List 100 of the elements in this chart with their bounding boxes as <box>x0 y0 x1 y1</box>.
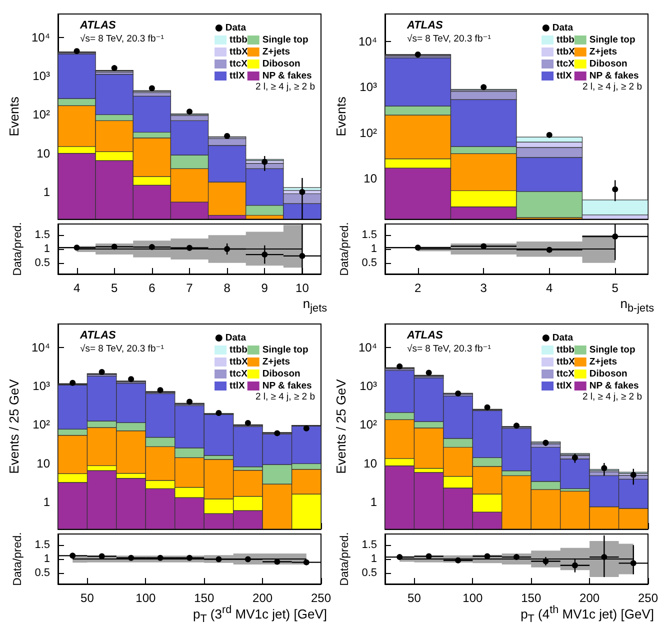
y-axis-title: Events / 25 GeV <box>334 378 349 474</box>
y-tick-label: 10² <box>32 108 50 122</box>
x-tick-label: 4 <box>73 281 80 295</box>
y-tick-label: 10⁴ <box>358 34 377 48</box>
x-tick-label: 250 <box>638 591 658 605</box>
y-tick-label: 0.5 <box>34 566 50 579</box>
legend-label: Diboson <box>262 368 301 380</box>
x-tick-label: 5 <box>612 281 619 295</box>
y-tick-label: 1 <box>43 494 50 509</box>
x-tick-label: 4 <box>546 281 554 295</box>
annotation: 2 l, ≥ 4 j, ≥ 2 b <box>582 392 642 402</box>
x-tick-label: 200 <box>580 591 600 605</box>
legend-label: Data <box>225 22 247 34</box>
x-tick-label: 10 <box>296 281 310 295</box>
y-tick-label: 1 <box>44 553 50 565</box>
legend-label: ttcX <box>230 368 248 380</box>
legend-label: ttlX <box>230 70 246 82</box>
y-axis-title: Data/pred. <box>12 532 24 586</box>
x-tick-label: 2 <box>414 281 422 295</box>
legend-label: ttbX <box>556 46 576 58</box>
x-tick-label: 3 <box>480 281 488 295</box>
y-tick-label: 0.5 <box>362 256 377 269</box>
legend-label: NP & fakes <box>589 380 639 392</box>
legend-label: Single top <box>589 34 636 46</box>
annotation: ATLAS <box>79 330 117 342</box>
legend-label: ttbX <box>556 356 576 368</box>
y-tick-label: 1.5 <box>34 539 50 552</box>
y-axis-title: Events / 25 GeV <box>6 378 22 474</box>
y-axis-title: Events <box>334 96 349 136</box>
legend-label: ttlX <box>556 380 572 392</box>
y-tick-label: 10⁴ <box>31 30 50 44</box>
y-tick-label: 1 <box>43 184 50 199</box>
legend-label: Data <box>225 332 247 344</box>
x-tick-label: 250 <box>310 591 332 605</box>
annotation: √s= 8 TeV, 20.3 fb⁻¹ <box>80 34 164 44</box>
x-tick-label: 150 <box>194 591 214 605</box>
legend-label: NP & fakes <box>262 70 312 82</box>
x-tick-label: 100 <box>462 591 483 605</box>
y-tick-label: 10² <box>360 418 378 432</box>
y-tick-label: 10 <box>36 456 50 470</box>
y-tick-label: 10 <box>36 146 50 160</box>
y-tick-label: 10 <box>364 456 378 470</box>
y-tick-label: 10³ <box>360 80 378 94</box>
legend-label: ttbX <box>230 356 249 368</box>
legend-label: ttlX <box>230 380 246 392</box>
annotation: 2 l, ≥ 4 j, ≥ 2 b <box>255 82 316 92</box>
y-tick-label: 10⁴ <box>31 340 50 354</box>
legend-label: ttcX <box>556 58 576 70</box>
y-axis-title: Events <box>6 96 22 136</box>
y-tick-label: 10³ <box>32 68 50 83</box>
annotation: √s= 8 TeV, 20.3 fb⁻¹ <box>407 344 491 354</box>
x-axis-title: p$_{T}$ (4$^{th}$ MV1c jet) [GeV] <box>520 604 654 625</box>
legend-label: Data <box>552 22 574 34</box>
y-tick-label: 10³ <box>32 378 50 393</box>
annotation: ATLAS <box>406 20 444 32</box>
x-tick-label: 100 <box>136 591 156 605</box>
x-tick-label: 5 <box>111 281 118 295</box>
y-tick-label: 1 <box>370 243 377 255</box>
x-tick-label: 7 <box>186 281 194 295</box>
y-tick-label: 1.5 <box>362 229 377 242</box>
legend-label: Single top <box>262 34 308 46</box>
legend-label: Diboson <box>589 58 628 70</box>
y-tick-label: 10² <box>32 418 50 432</box>
annotation: √s= 8 TeV, 20.3 fb⁻¹ <box>407 34 491 44</box>
x-tick-label: 8 <box>224 281 231 295</box>
y-tick-label: 1.5 <box>362 539 377 552</box>
legend-label: Single top <box>589 344 636 356</box>
y-tick-label: 10³ <box>360 378 378 393</box>
y-axis-title: Data/pred. <box>12 222 24 276</box>
legend-label: ttbb <box>556 344 575 356</box>
annotation: 2 l, ≥ 4 j, ≥ 2 b <box>582 82 642 92</box>
legend-label: ttbb <box>230 34 248 46</box>
x-tick-label: 50 <box>80 591 94 605</box>
legend-label: Z+jets <box>262 356 290 368</box>
x-tick-label: 50 <box>408 591 422 605</box>
y-tick-label: 1.5 <box>34 229 50 242</box>
legend-label: Z+jets <box>262 46 290 58</box>
legend-label: ttcX <box>556 368 576 380</box>
legend-label: Z+jets <box>589 46 618 58</box>
y-axis-title: Data/pred. <box>338 532 351 586</box>
legend-label: Z+jets <box>589 356 618 368</box>
legend-label: ttbX <box>230 46 249 58</box>
y-axis-title: Data/pred. <box>338 222 351 276</box>
legend-label: ttlX <box>556 70 572 82</box>
y-tick-label: 10⁴ <box>358 340 377 354</box>
y-tick-label: 1 <box>370 553 377 565</box>
x-tick-label: 9 <box>261 281 268 295</box>
x-axis-title: p$_{T}$ (3$^{rd}$ MV1c jet) [GeV] <box>192 604 327 625</box>
y-tick-label: 1 <box>44 243 50 255</box>
y-tick-label: 10² <box>360 126 378 140</box>
annotation: √s= 8 TeV, 20.3 fb⁻¹ <box>80 344 164 354</box>
legend-label: Single top <box>262 344 308 356</box>
legend-label: ttcX <box>230 58 248 70</box>
x-axis-title: n$_{jets}$ <box>302 295 327 317</box>
legend-label: Diboson <box>589 368 628 380</box>
legend-label: NP & fakes <box>262 380 312 392</box>
annotation: ATLAS <box>79 20 117 32</box>
annotation: 2 l, ≥ 4 j, ≥ 2 b <box>255 392 316 402</box>
legend-label: Data <box>552 332 574 344</box>
y-tick-label: 0.5 <box>362 566 377 579</box>
